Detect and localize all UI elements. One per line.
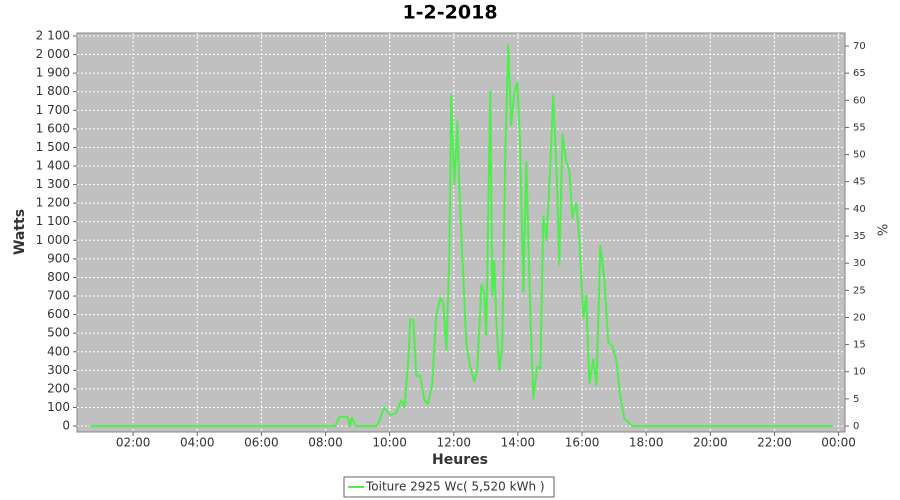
y-tick-label: 1 100 <box>36 214 70 228</box>
y-tick-label: 200 <box>47 381 70 395</box>
y-tick-label: 1 300 <box>36 177 70 191</box>
x-tick-label: 00:00 <box>821 436 856 450</box>
y-tick-label: 400 <box>47 344 70 358</box>
y-tick-label: 700 <box>47 289 70 303</box>
y2-tick-label: 10 <box>853 367 866 378</box>
y-tick-label: 300 <box>47 363 70 377</box>
y-tick-label: 1 600 <box>36 121 70 135</box>
x-tick-label: 18:00 <box>629 436 664 450</box>
x-tick-label: 14:00 <box>501 436 536 450</box>
x-tick-label: 22:00 <box>757 436 792 450</box>
x-axis-label: Heures <box>432 452 488 468</box>
chart-title: 1-2-2018 <box>402 2 497 24</box>
x-tick-label: 12:00 <box>436 436 471 450</box>
y2-tick-label: 40 <box>853 204 866 215</box>
y-tick-label: 1 400 <box>36 159 70 173</box>
x-tick-label: 20:00 <box>693 436 728 450</box>
y-tick-label: 2 100 <box>36 28 70 42</box>
y2-tick-label: 45 <box>853 177 866 188</box>
y-tick-label: 0 <box>62 419 70 433</box>
y-tick-label: 800 <box>47 270 70 284</box>
y-tick-label: 1 200 <box>36 196 70 210</box>
y2-tick-label: 30 <box>853 258 866 269</box>
y-tick-label: 500 <box>47 326 70 340</box>
y2-tick-label: 70 <box>853 41 866 52</box>
legend <box>343 476 555 498</box>
y2-tick-label: 25 <box>853 285 866 296</box>
y-tick-label: 1 800 <box>36 84 70 98</box>
y2-tick-label: 0 <box>853 421 859 432</box>
series-line <box>90 44 834 428</box>
y2-axis-label: % <box>877 224 892 236</box>
y2-tick-label: 50 <box>853 150 866 161</box>
x-tick-label: 10:00 <box>372 436 407 450</box>
y-axis-label: Watts <box>12 209 28 255</box>
y2-tick-label: 60 <box>853 95 866 106</box>
y2-tick-label: 5 <box>853 394 859 405</box>
x-tick-label: 04:00 <box>180 436 215 450</box>
y-tick-label: 600 <box>47 307 70 321</box>
y-tick-label: 1 500 <box>36 140 70 154</box>
y-tick-label: 1 700 <box>36 103 70 117</box>
y2-tick-label: 35 <box>853 231 866 242</box>
x-tick-label: 02:00 <box>116 436 151 450</box>
y2-tick-label: 20 <box>853 312 866 323</box>
y-tick-label: 1 900 <box>36 66 70 80</box>
y2-tick-label: 55 <box>853 122 866 133</box>
y-tick-label: 1 000 <box>36 233 70 247</box>
x-tick-label: 16:00 <box>565 436 600 450</box>
x-tick-label: 08:00 <box>308 436 343 450</box>
legend-label: Toiture 2925 Wc( 5,520 kWh ) <box>365 480 545 494</box>
y2-tick-label: 15 <box>853 340 866 351</box>
y-tick-label: 2 000 <box>36 47 70 61</box>
y2-tick-label: 65 <box>853 68 866 79</box>
y-tick-label: 900 <box>47 251 70 265</box>
x-tick-label: 06:00 <box>244 436 279 450</box>
y-tick-label: 100 <box>47 400 70 414</box>
